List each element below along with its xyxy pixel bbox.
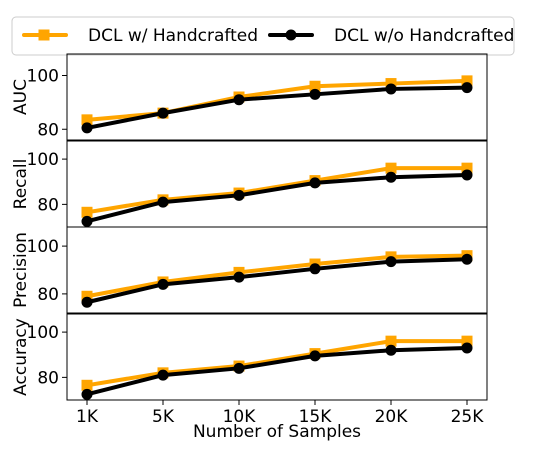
series-line [86,253,468,299]
legend-item-with-handcrafted: DCL w/ Handcrafted [22,26,258,46]
y-axis-label: AUC [11,79,31,115]
legend-label-without-handcrafted: DCL w/o Handcrafted [334,26,514,46]
legend-label-with-handcrafted: DCL w/ Handcrafted [88,26,258,46]
data-point-circle [81,122,93,134]
data-point-square [81,290,93,302]
y-tick-label: 100 [27,150,59,170]
y-axis-label: Precision [11,232,31,308]
y-axis-label: Accuracy [11,318,31,396]
data-point-circle [309,350,321,362]
y-tick-label: 80 [37,120,59,140]
data-point-square [81,114,93,126]
data-point-circle [233,362,245,374]
panel-frame [66,53,488,141]
y-tick-label: 80 [37,368,59,388]
data-point-circle [157,278,169,290]
x-tick-label: 1K [76,407,99,427]
x-tick-label: 10K [223,407,257,427]
data-point-circle [385,171,397,183]
data-point-square [81,206,93,218]
x-axis-ticks: 1K 5K 10K 15K 20K 25K [76,400,484,427]
panel-frame [66,140,488,228]
x-tick-label: 5K [152,407,175,427]
data-point-circle [385,256,397,268]
series-line [86,257,468,305]
x-axis-label: Number of Samples [193,422,361,442]
data-point-circle [385,344,397,356]
y-axis-label: Recall [11,159,31,210]
data-point-circle [81,215,93,227]
data-point-circle [233,271,245,283]
data-point-circle [309,88,321,100]
data-point-square [461,335,473,347]
data-point-circle [157,369,169,381]
data-point-square [385,335,397,347]
x-tick-label: 15K [299,407,333,427]
legend-marker-square [38,29,50,41]
data-point-circle [461,82,473,94]
y-tick-label: 100 [27,323,59,343]
data-point-circle [309,177,321,189]
data-point-circle [233,189,245,201]
panel-frame [66,313,488,401]
data-point-circle [81,296,93,308]
legend-frame [11,16,515,56]
series-line [86,166,467,215]
data-point-circle [461,253,473,265]
y-tick-label: 80 [37,285,59,305]
data-point-circle [157,107,169,119]
data-point-circle [233,94,245,106]
series-line [86,339,467,388]
y-tick-label: 80 [37,195,59,215]
data-point-circle [461,342,473,354]
series-line [86,85,468,130]
legend-marker-circle [285,29,297,41]
data-point-circle [81,388,93,400]
x-tick-label: 20K [375,407,409,427]
series-line [86,172,468,224]
data-point-square [461,75,473,87]
legend-item-without-handcrafted: DCL w/o Handcrafted [268,26,514,46]
data-point-circle [157,196,169,208]
data-point-circle [309,263,321,275]
data-point-square [81,379,93,391]
x-tick-label: 25K [451,407,485,427]
data-point-circle [461,169,473,181]
y-tick-label: 100 [27,237,59,257]
panels: 80100AUC80100Recall80100Precision80100Ac… [11,53,488,401]
series-line [86,345,468,397]
data-point-square [461,162,473,174]
data-point-circle [385,83,397,95]
data-point-square [309,80,321,92]
data-point-square [385,162,397,174]
panel-frame [66,226,488,314]
y-tick-label: 100 [27,67,59,87]
legend: DCL w/ Handcrafted DCL w/o Handcrafted [11,16,515,56]
